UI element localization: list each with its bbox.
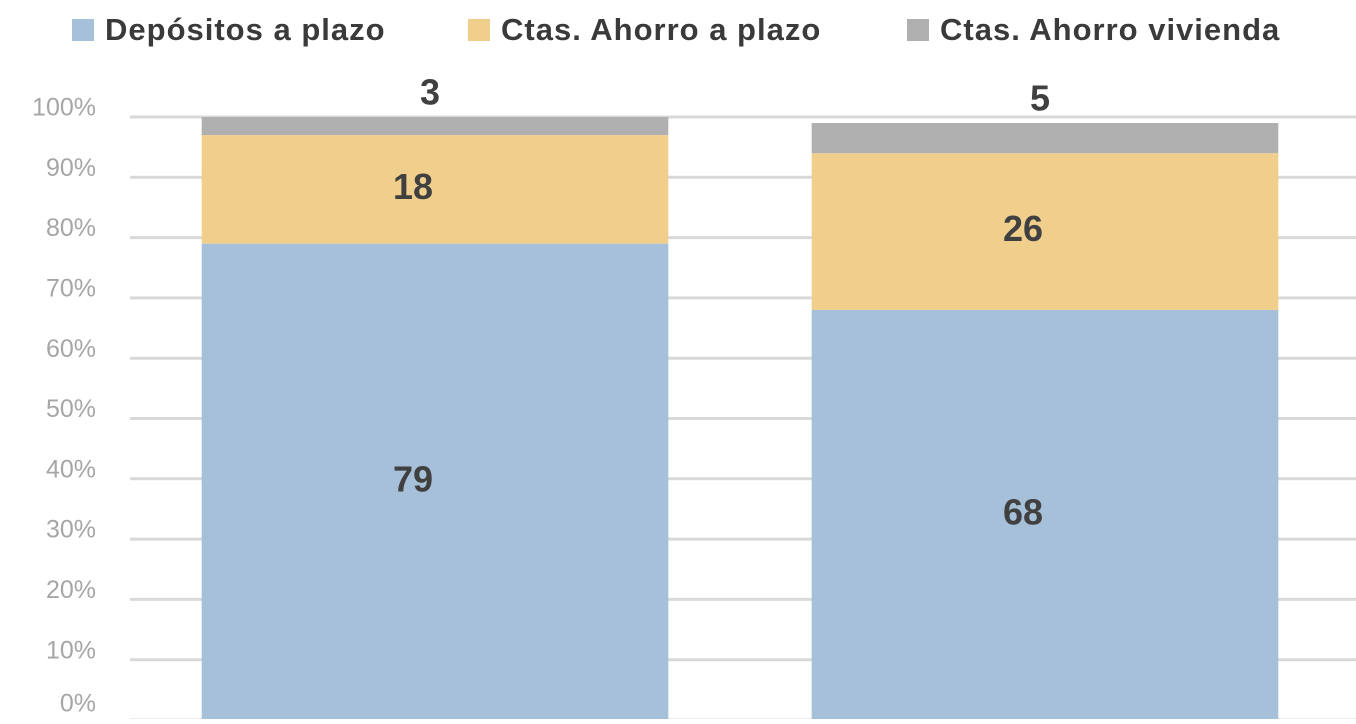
- bar-segment: [811, 309, 1279, 720]
- y-tick-label: 10%: [46, 636, 96, 664]
- legend-label: Ctas. Ahorro a plazo: [501, 12, 821, 47]
- bar-segment: [201, 135, 669, 244]
- data-label: 3: [420, 72, 440, 113]
- y-tick-label: 30%: [46, 516, 96, 544]
- legend-swatch: [72, 19, 94, 41]
- data-label: 18: [393, 166, 433, 207]
- legend-label: Depósitos a plazo: [105, 12, 386, 47]
- data-label: 26: [1003, 208, 1043, 249]
- y-tick-label: 90%: [46, 154, 96, 182]
- data-label: 68: [1003, 491, 1043, 532]
- y-tick-label: 0%: [60, 690, 96, 718]
- bar-segment: [201, 117, 669, 136]
- y-tick-label: 80%: [46, 214, 96, 242]
- legend-swatch: [907, 19, 929, 41]
- bar-segment: [201, 243, 669, 720]
- y-tick-label: 40%: [46, 455, 96, 483]
- legend-swatch: [468, 19, 490, 41]
- y-tick-label: 60%: [46, 335, 96, 363]
- y-tick-label: 70%: [46, 275, 96, 303]
- y-tick-label: 50%: [46, 395, 96, 423]
- y-tick-label: 20%: [46, 576, 96, 604]
- data-label: 5: [1030, 78, 1050, 119]
- bar-segment: [811, 153, 1279, 310]
- legend-label: Ctas. Ahorro vivienda: [940, 12, 1280, 47]
- bar-segment: [811, 123, 1279, 154]
- data-label: 79: [393, 458, 433, 499]
- y-tick-label: 100%: [32, 94, 96, 122]
